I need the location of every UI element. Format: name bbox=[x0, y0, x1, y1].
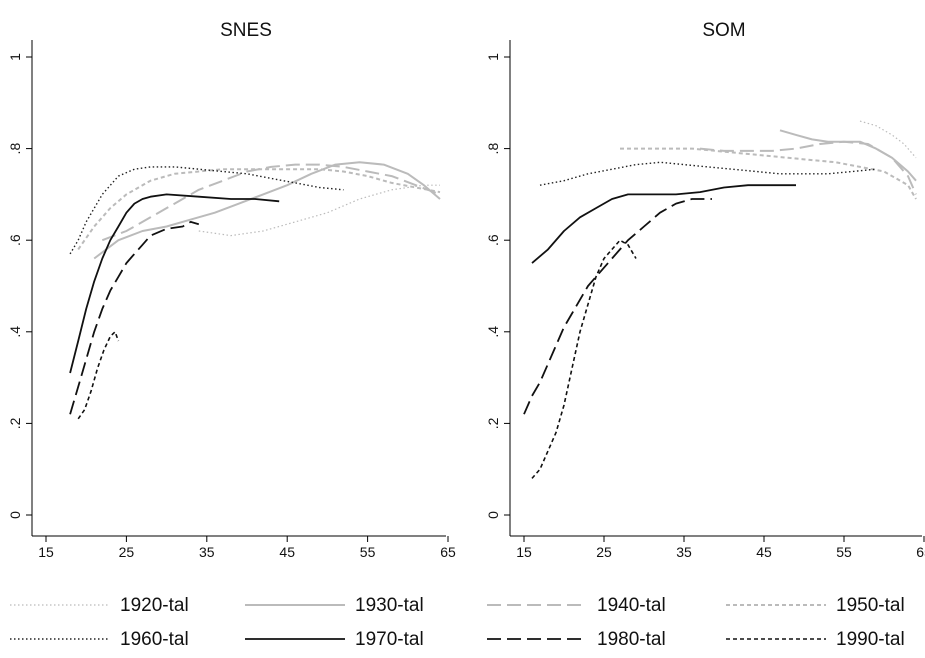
series-line-1980-tal bbox=[69, 220, 200, 415]
legend-label: 1960-tal bbox=[120, 629, 189, 650]
y-tick-label: .6 bbox=[7, 234, 23, 246]
y-tick-label: 0 bbox=[7, 511, 23, 519]
legend-label: 1920-tal bbox=[120, 595, 189, 616]
legend-item-1950-tal: 1950-tal bbox=[726, 595, 905, 616]
y-tick-label: 1 bbox=[485, 53, 501, 61]
series-line-1940-tal bbox=[699, 140, 917, 195]
x-tick-label: 25 bbox=[119, 544, 135, 560]
legend-item-1980-tal: 1980-tal bbox=[487, 629, 666, 650]
panel-title-som: SOM bbox=[702, 20, 745, 41]
series-line-1990-tal bbox=[531, 239, 637, 479]
y-tick-label: 0 bbox=[485, 511, 501, 519]
y-tick-label: .4 bbox=[7, 326, 23, 338]
legend: 1920-tal 1930-tal 1940-tal 1950-tal 1960-tal… bbox=[10, 595, 905, 650]
y-tick-label: .8 bbox=[485, 143, 501, 155]
series-line-1930-tal bbox=[779, 129, 917, 182]
panel-snes: SNES 0 .2 .4 .6 .8 1 15 25 35 45 55 65 bbox=[7, 20, 456, 560]
x-tick-label: 55 bbox=[836, 544, 852, 560]
series-line-1940-tal bbox=[101, 163, 441, 242]
legend-item-1920-tal: 1920-tal bbox=[10, 595, 189, 616]
x-tick-label: 65 bbox=[440, 544, 456, 560]
legend-label: 1930-tal bbox=[355, 595, 424, 616]
x-tick-label: 45 bbox=[756, 544, 772, 560]
legend-label: 1950-tal bbox=[836, 595, 905, 616]
x-tick-label: 65 bbox=[916, 544, 925, 560]
series-line-1960-tal bbox=[539, 161, 877, 186]
series-line-1990-tal bbox=[77, 330, 120, 420]
y-tick-label: .6 bbox=[485, 234, 501, 246]
y-tick-label: .2 bbox=[485, 417, 501, 429]
legend-label: 1980-tal bbox=[597, 629, 666, 650]
series-line-1970-tal bbox=[531, 184, 796, 264]
x-tick-label: 45 bbox=[279, 544, 295, 560]
y-tick-label: .4 bbox=[485, 326, 501, 338]
legend-item-1930-tal: 1930-tal bbox=[245, 595, 424, 616]
x-tick-label: 15 bbox=[516, 544, 532, 560]
legend-item-1960-tal: 1960-tal bbox=[10, 629, 189, 650]
series-line-1930-tal bbox=[93, 161, 441, 260]
x-tick-label: 35 bbox=[676, 544, 692, 560]
legend-label: 1970-tal bbox=[355, 629, 424, 650]
legend-item-1940-tal: 1940-tal bbox=[487, 595, 666, 616]
y-tick-label: .8 bbox=[7, 143, 23, 155]
legend-item-1970-tal: 1970-tal bbox=[245, 629, 424, 650]
series-line-1920-tal bbox=[859, 120, 917, 159]
x-tick-label: 35 bbox=[199, 544, 215, 560]
y-tick-label: 1 bbox=[7, 53, 23, 61]
series-line-1960-tal bbox=[69, 166, 344, 255]
panel-title-snes: SNES bbox=[220, 20, 272, 41]
series-line-1950-tal bbox=[77, 168, 441, 250]
series-line-1920-tal bbox=[198, 184, 440, 237]
x-tick-label: 15 bbox=[38, 544, 54, 560]
panel-som: SOM 0 .2 .4 .6 .8 1 15 25 35 45 55 65 bbox=[485, 20, 925, 560]
series-line-1950-tal bbox=[620, 147, 917, 200]
legend-item-1990-tal: 1990-tal bbox=[726, 629, 905, 650]
x-tick-label: 55 bbox=[360, 544, 376, 560]
legend-label: 1940-tal bbox=[597, 595, 666, 616]
series-line-1980-tal bbox=[523, 198, 712, 415]
y-tick-label: .2 bbox=[7, 417, 23, 429]
series-line-1970-tal bbox=[69, 193, 280, 374]
legend-label: 1990-tal bbox=[836, 629, 905, 650]
x-tick-label: 25 bbox=[596, 544, 612, 560]
